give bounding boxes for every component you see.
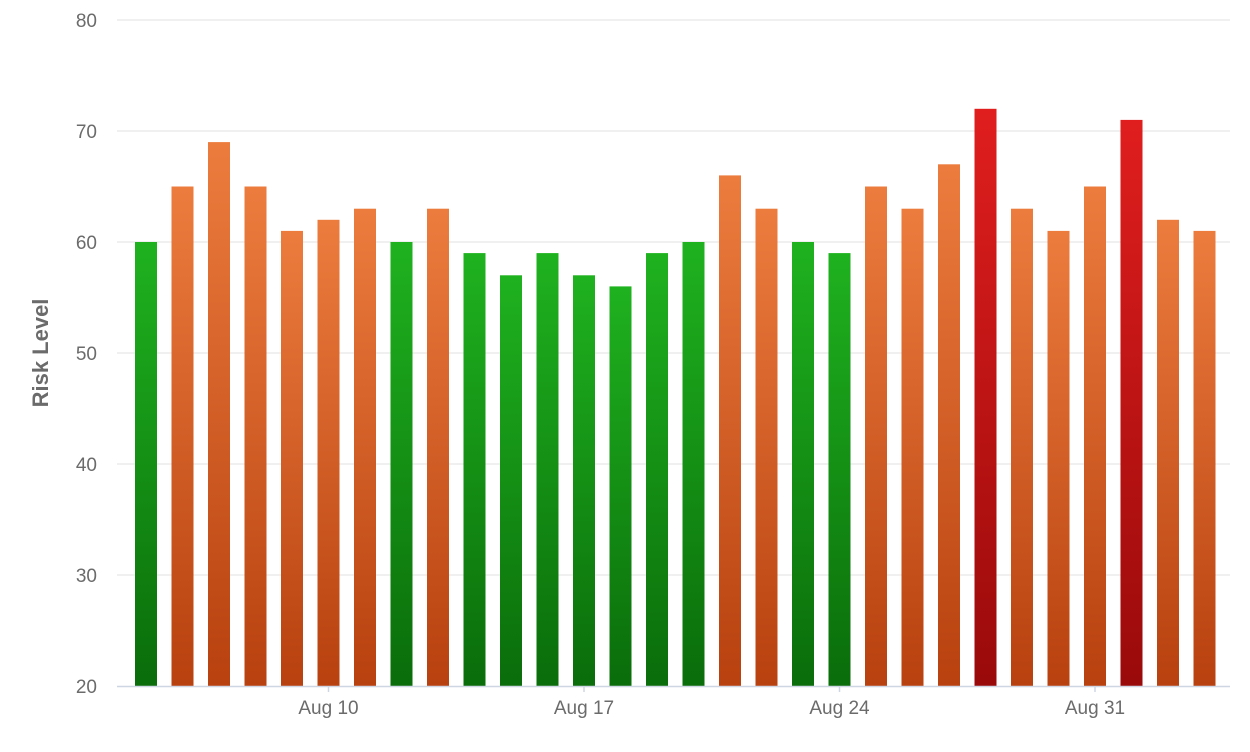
y-axis-tick-labels: 20 30 40 50 60 70 80 [76,11,97,698]
bar-aug-29 [1011,208,1033,686]
bar-aug-21 [719,175,741,686]
bar-aug-7 [208,142,230,687]
bar-aug-26 [901,208,924,686]
y-tick-label: 20 [76,677,97,698]
bar-aug-8 [244,186,267,686]
y-tick-label: 50 [76,344,97,365]
bar-aug-19 [646,253,668,686]
bar-sep-3 [1193,230,1216,686]
bar-aug-17 [573,275,595,686]
bar-aug-16 [536,253,559,686]
x-axis-tick-labels: Aug 10 Aug 17 Aug 24 Aug 31 [298,686,1125,719]
bar-aug-30 [1047,230,1070,686]
bar-aug-11 [354,208,376,686]
bar-sep-2 [1157,219,1179,687]
bar-aug-10 [317,219,340,687]
bar-aug-15 [500,275,522,686]
bar-sep-1 [1120,119,1143,686]
bar-aug-13 [427,208,449,686]
y-axis-title: Risk Level [28,299,53,408]
x-tick-label: Aug 24 [809,698,870,719]
y-tick-label: 60 [76,233,97,254]
bar-aug-20 [682,242,705,686]
bar-aug-24 [828,253,851,686]
bar-aug-18 [609,286,632,686]
bar-aug-22 [755,208,778,686]
bar-aug-14 [463,253,486,686]
y-tick-label: 70 [76,122,97,143]
bar-aug-12 [390,242,413,686]
x-tick-label: Aug 31 [1065,698,1125,719]
bar-aug-25 [865,186,887,686]
y-tick-label: 80 [76,11,97,32]
x-tick-label: Aug 10 [298,698,358,719]
bar-aug-5 [135,242,157,686]
bar-aug-31 [1084,186,1106,686]
bar-aug-23 [792,242,814,686]
y-tick-label: 40 [76,455,97,476]
bar-aug-28 [974,108,997,687]
bars [135,108,1216,687]
x-tick-label: Aug 17 [554,698,614,719]
y-tick-label: 30 [76,566,97,587]
bar-aug-9 [281,230,303,686]
bar-aug-6 [171,186,194,686]
bar-aug-27 [938,164,960,687]
